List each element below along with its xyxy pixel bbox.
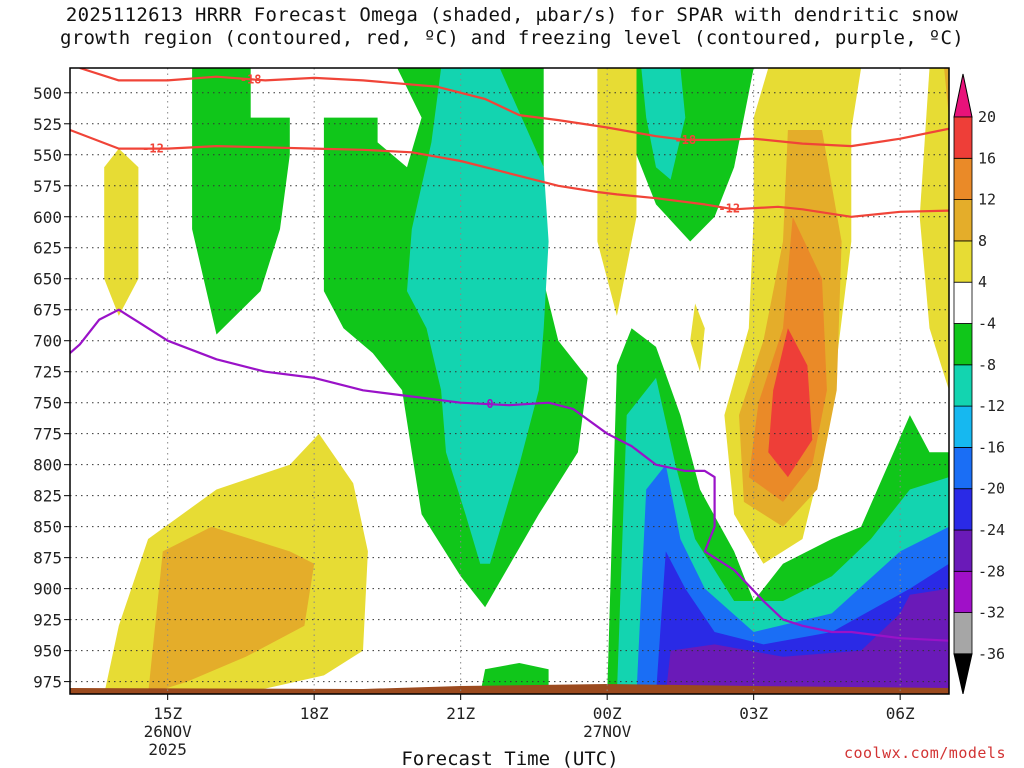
y-tick-label: 500: [33, 84, 62, 103]
colorbar-label: -8: [978, 356, 996, 374]
x-tick-date: 26NOV: [144, 722, 193, 741]
y-tick-label: 675: [33, 301, 62, 320]
y-tick-label: 600: [33, 208, 62, 227]
title-line-2: growth region (contoured, red, ºC) and f…: [60, 27, 964, 49]
y-tick-label: 800: [33, 456, 62, 475]
x-tick-label: 21Z: [446, 704, 475, 723]
x-tick-label: 15Z: [153, 704, 182, 723]
colorbar-label: -4: [978, 315, 996, 333]
colorbar-swatch: [953, 240, 973, 283]
x-tick-label: 18Z: [300, 704, 329, 723]
colorbar-swatch: [953, 199, 973, 242]
colorbar-label: -16: [978, 438, 1005, 456]
omega-region-18: [768, 328, 813, 478]
omega-region-11: [104, 148, 139, 316]
colorbar-swatch: [953, 364, 973, 407]
colorbar-swatch: [953, 446, 973, 490]
y-tick-label: 650: [33, 270, 62, 289]
y-tick-label: 825: [33, 487, 62, 506]
colorbar-label: -32: [978, 604, 1005, 622]
omega-region-21: [690, 303, 705, 372]
omega-region-2: [407, 68, 549, 564]
colorbar-swatch: [953, 529, 973, 572]
colorbar-label: 8: [978, 232, 987, 250]
colorbar-arrow-high: [953, 73, 973, 118]
colorbar-swatch: [953, 488, 973, 531]
colorbar-label: 20: [978, 108, 996, 126]
x-tick-year: 2025: [148, 740, 187, 759]
omega-region-0: [192, 68, 290, 335]
y-tick-label: 725: [33, 363, 62, 382]
contour-line-0: [79, 68, 949, 148]
colorbar-swatch: [953, 116, 973, 159]
colorbar-swatch: [953, 281, 973, 324]
y-tick-label: 875: [33, 549, 62, 568]
x-tick-label: 06Z: [886, 704, 915, 723]
x-axis-label: Forecast Time (UTC): [401, 748, 618, 768]
colorbar-label: 12: [978, 191, 996, 209]
omega-region-4: [641, 68, 686, 180]
colorbar-label: -24: [978, 521, 1005, 539]
x-tick-label: 03Z: [739, 704, 768, 723]
x-tick-date: 27NOV: [583, 722, 632, 741]
colorbar-label: -36: [978, 645, 1005, 663]
contour-label: 0: [486, 397, 493, 411]
colorbar-label: 4: [978, 273, 987, 291]
surface-terrain: [70, 684, 949, 694]
y-tick-label: 575: [33, 177, 62, 196]
y-tick-label: 700: [33, 332, 62, 351]
colorbar-swatch: [953, 570, 973, 613]
y-tick-label: 925: [33, 611, 62, 630]
omega-shading: [104, 68, 949, 694]
colorbar-label: -12: [978, 397, 1005, 415]
contour-label: -12: [718, 201, 740, 215]
y-tick-label: 550: [33, 146, 62, 165]
contour-label: -18: [674, 133, 696, 147]
credit-text: coolwx.com/models: [843, 744, 1006, 762]
colorbar-swatch: [953, 323, 973, 366]
title-line-1: 2025112613 HRRR Forecast Omega (shaded, …: [65, 4, 959, 26]
chart-title: 2025112613 HRRR Forecast Omega (shaded, …: [0, 4, 1024, 50]
y-tick-label: 775: [33, 425, 62, 444]
colorbar-arrow-low: [953, 653, 973, 695]
omega-region-9: [665, 588, 949, 694]
y-tick-label: 900: [33, 580, 62, 599]
y-tick-label: 750: [33, 394, 62, 413]
y-tick-label: 850: [33, 518, 62, 537]
plot-frame: [69, 67, 950, 695]
contour-line-1: [70, 128, 949, 218]
omega-region-19: [919, 68, 949, 391]
colorbar-label: -28: [978, 562, 1005, 580]
temperature-contours: -18 -18 -12 -12 0: [70, 68, 949, 642]
colorbar-swatch: [953, 157, 973, 201]
y-tick-label: 525: [33, 115, 62, 134]
colorbar-swatch: [953, 612, 973, 655]
colorbar: -36 -32 -28 -24 -20 -16 -12 -8 -4 4 8 12 16 20: [953, 73, 1005, 695]
contour-line-2: [70, 308, 949, 642]
y-tick-label: 975: [33, 673, 62, 692]
contour-label: -12: [142, 142, 164, 156]
y-tick-label: 625: [33, 239, 62, 258]
surface-ground: [70, 684, 949, 694]
colorbar-label: 16: [978, 149, 996, 167]
colorbar-label: -20: [978, 480, 1005, 498]
omega-region-13: [148, 526, 315, 694]
omega-region-20: [944, 68, 949, 118]
colorbar-swatch: [953, 405, 973, 448]
contour-label: -18: [240, 72, 262, 86]
y-tick-label: 950: [33, 642, 62, 661]
grid-lines: [70, 68, 949, 694]
x-tick-label: 00Z: [593, 704, 622, 723]
y-axis: 500 525 550 575 600 625 650 675 700 725 750 775 800 8…: [33, 84, 70, 692]
